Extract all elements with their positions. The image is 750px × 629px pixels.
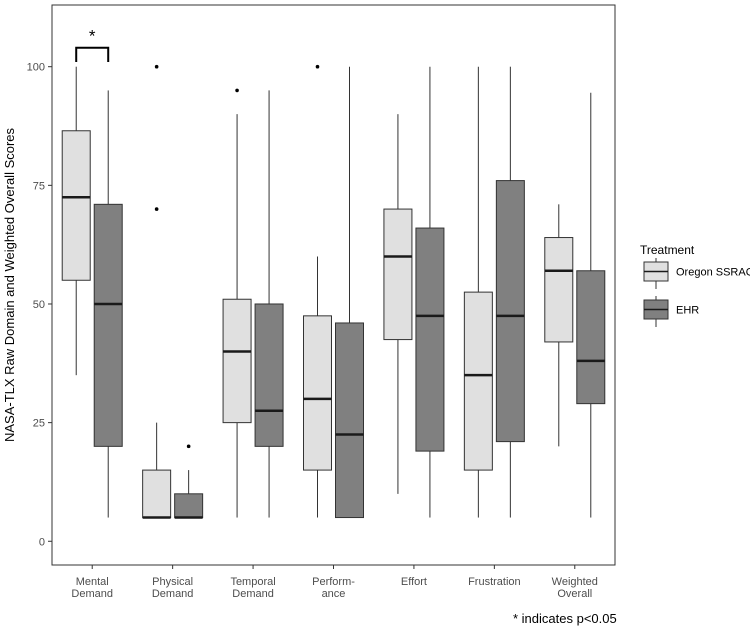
footnote: * indicates p<0.05 — [513, 611, 617, 626]
box-ehr — [93, 90, 123, 518]
x-tick-label: Demand — [232, 588, 274, 600]
box-iqr — [415, 227, 445, 452]
x-tick-label: Demand — [152, 588, 194, 600]
box-oregon-ssraq — [61, 66, 91, 376]
x-tick-label: Effort — [401, 576, 427, 588]
box-oregon-ssraq — [303, 64, 332, 518]
x-tick-label: Overall — [557, 588, 592, 600]
outlier-point — [154, 64, 159, 69]
outlier-point — [154, 207, 159, 211]
legend-item: Oregon SSRAQ — [643, 258, 750, 289]
y-tick-label: 75 — [33, 180, 45, 192]
box-iqr — [383, 208, 413, 341]
box-iqr — [335, 322, 364, 519]
box-ehr — [254, 90, 284, 518]
y-tick-label: 100 — [27, 62, 45, 74]
box-iqr — [93, 203, 123, 447]
box-iqr — [303, 315, 332, 471]
y-tick-label: 0 — [39, 536, 45, 548]
boxes-layer — [61, 64, 606, 519]
significance-bracket — [75, 46, 110, 62]
box-ehr — [415, 66, 445, 518]
y-tick-label: 25 — [33, 418, 45, 430]
box-oregon-ssraq — [142, 64, 172, 519]
x-tick-label: Mental — [76, 576, 109, 588]
y-tick-label: 50 — [33, 299, 45, 311]
x-tick-label: Perform- — [312, 576, 355, 588]
x-tick-label: ance — [322, 588, 346, 600]
y-axis: 0 25 50 75 100 — [27, 62, 52, 548]
box-oregon-ssraq — [544, 204, 574, 447]
box-iqr — [222, 298, 252, 424]
legend-title: Treatment — [640, 243, 695, 257]
x-axis: MentalDemandPhysicalDemandTemporalDemand… — [71, 565, 598, 600]
legend-label: EHR — [676, 305, 699, 317]
box-iqr — [254, 303, 284, 447]
annotations-layer: * — [75, 27, 110, 62]
box-iqr — [544, 237, 574, 343]
plot-panel — [51, 4, 616, 566]
box-ehr — [495, 66, 525, 518]
x-tick-label: Demand — [71, 588, 113, 600]
outlier-point — [186, 444, 191, 449]
box-ehr — [335, 66, 364, 519]
outlier-point — [235, 88, 239, 93]
box-oregon-ssraq — [222, 88, 252, 518]
box-iqr — [174, 493, 204, 519]
x-tick-label: Temporal — [230, 576, 275, 588]
significance-star: * — [89, 27, 96, 46]
x-tick-label: Weighted — [552, 576, 598, 588]
box-ehr — [174, 444, 204, 519]
box-oregon-ssraq — [383, 114, 413, 494]
box-iqr — [142, 469, 172, 519]
box-iqr — [576, 270, 606, 405]
x-tick-label: Physical — [152, 576, 193, 588]
box-iqr — [495, 180, 525, 443]
legend-item: EHR — [643, 296, 699, 327]
box-ehr — [576, 92, 606, 518]
legend-label: Oregon SSRAQ — [676, 267, 750, 279]
x-tick-label: Frustration — [468, 576, 521, 588]
legend: Treatment Oregon SSRAQ EHR — [640, 243, 750, 327]
box-iqr — [463, 291, 493, 471]
box-iqr — [61, 130, 91, 281]
y-axis-title: NASA-TLX Raw Domain and Weighted Overall… — [2, 127, 17, 442]
box-oregon-ssraq — [463, 66, 493, 518]
outlier-point — [315, 64, 320, 69]
